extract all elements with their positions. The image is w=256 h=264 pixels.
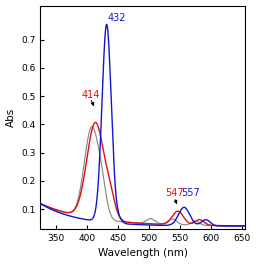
Text: 557: 557 (181, 188, 200, 198)
Text: 432: 432 (108, 13, 126, 23)
Text: 547: 547 (166, 188, 184, 198)
Text: 414: 414 (82, 90, 100, 100)
X-axis label: Wavelength (nm): Wavelength (nm) (98, 248, 188, 258)
Y-axis label: Abs: Abs (6, 108, 16, 127)
